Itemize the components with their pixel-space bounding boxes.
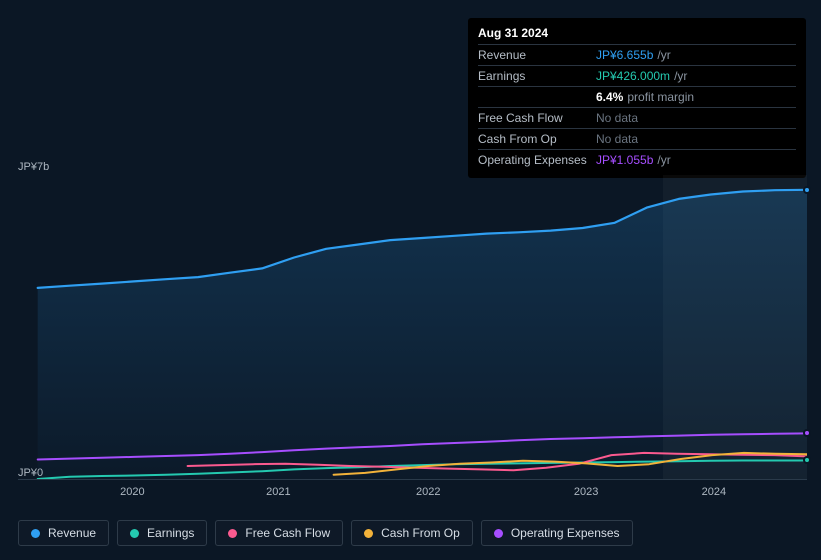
tooltip-row: RevenueJP¥6.655b/yr	[478, 44, 796, 65]
tooltip-row-label: Revenue	[478, 46, 596, 64]
legend-dot	[130, 529, 139, 538]
legend-label: Cash From Op	[381, 526, 460, 540]
x-axis-tick: 2022	[416, 486, 440, 498]
chart-svg	[18, 175, 807, 479]
legend-label: Free Cash Flow	[245, 526, 330, 540]
tooltip-row-value: JP¥426.000m	[596, 67, 670, 85]
tooltip-row: 6.4%profit margin	[478, 86, 796, 107]
tooltip-row-label: Operating Expenses	[478, 151, 596, 169]
end-marker	[803, 429, 811, 437]
y-axis-label: JP¥7b	[18, 161, 49, 173]
tooltip-row-value: JP¥6.655b	[596, 46, 653, 64]
x-axis-tick: 2023	[574, 486, 598, 498]
tooltip-row-value: No data	[596, 109, 638, 127]
legend-label: Operating Expenses	[511, 526, 620, 540]
tooltip-row-suffix: /yr	[674, 67, 687, 85]
legend-item-earnings[interactable]: Earnings	[117, 520, 207, 546]
legend-label: Revenue	[48, 526, 96, 540]
tooltip-row-label: Earnings	[478, 67, 596, 85]
tooltip-row-label: Cash From Op	[478, 130, 596, 148]
tooltip-row-value: JP¥1.055b	[596, 151, 653, 169]
legend-dot	[494, 529, 503, 538]
tooltip-row-value: No data	[596, 130, 638, 148]
legend-dot	[31, 529, 40, 538]
tooltip-row: Free Cash FlowNo data	[478, 107, 796, 128]
x-axis-tick: 2021	[266, 486, 290, 498]
x-axis-tick: 2024	[702, 486, 726, 498]
tooltip-date: Aug 31 2024	[478, 24, 796, 44]
tooltip-row: EarningsJP¥426.000m/yr	[478, 65, 796, 86]
legend-dot	[228, 529, 237, 538]
x-axis: 2020 2021 2022 2023 2024	[18, 480, 807, 510]
tooltip-row: Operating ExpensesJP¥1.055b/yr	[478, 149, 796, 170]
data-tooltip: Aug 31 2024 RevenueJP¥6.655b/yrEarningsJ…	[468, 18, 806, 178]
tooltip-row-value: 6.4%	[596, 88, 623, 106]
legend-dot	[364, 529, 373, 538]
tooltip-row-suffix: /yr	[657, 151, 670, 169]
legend: Revenue Earnings Free Cash Flow Cash From O…	[18, 520, 633, 546]
tooltip-row-suffix: /yr	[657, 46, 670, 64]
legend-item-cash-from-op[interactable]: Cash From Op	[351, 520, 473, 546]
tooltip-row: Cash From OpNo data	[478, 128, 796, 149]
legend-item-free-cash-flow[interactable]: Free Cash Flow	[215, 520, 343, 546]
legend-item-operating-expenses[interactable]: Operating Expenses	[481, 520, 633, 546]
end-marker	[803, 186, 811, 194]
y-axis-label: JP¥0	[18, 467, 43, 479]
chart: 20202021202220232024 JP¥7bJP¥0	[18, 175, 807, 510]
legend-label: Earnings	[147, 526, 194, 540]
plot-area	[18, 175, 807, 480]
x-axis-tick: 2020	[120, 486, 144, 498]
tooltip-row-label: Free Cash Flow	[478, 109, 596, 127]
tooltip-row-label	[478, 88, 596, 106]
tooltip-row-suffix: profit margin	[627, 88, 694, 106]
legend-item-revenue[interactable]: Revenue	[18, 520, 109, 546]
end-marker	[803, 456, 811, 464]
